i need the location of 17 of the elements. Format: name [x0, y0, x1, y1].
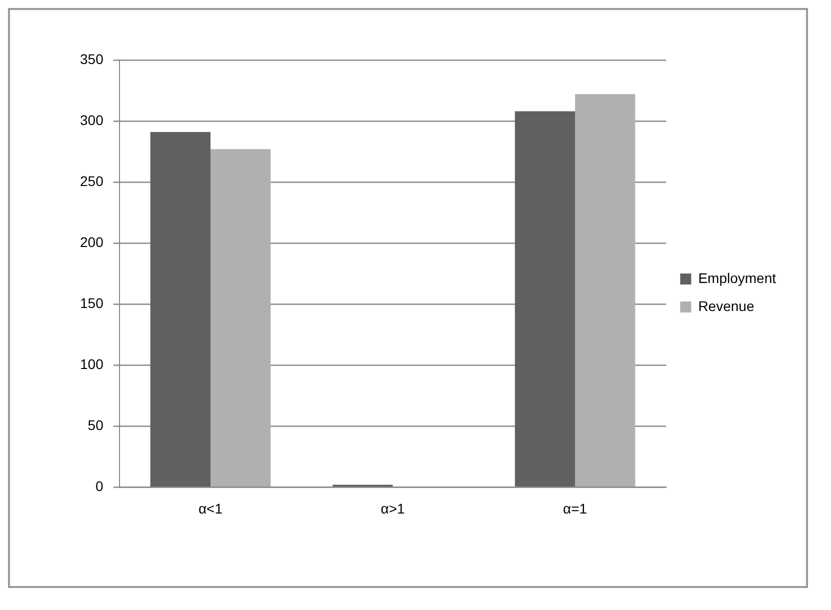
y-tick-label: 50 [88, 417, 104, 434]
bar [514, 111, 576, 486]
y-tick-label: 350 [80, 50, 104, 67]
bar [575, 94, 636, 486]
x-tick-label: α<1 [198, 500, 223, 516]
y-tick-label: 250 [80, 172, 104, 189]
y-tick-label: 150 [80, 294, 104, 311]
bar [210, 149, 271, 486]
y-tick-label: 300 [80, 112, 104, 128]
y-tick-label: 100 [80, 356, 104, 372]
x-tick-label: α>1 [380, 500, 406, 516]
legend-label: Employment [698, 270, 776, 286]
y-tick-label: 0 [96, 478, 104, 494]
y-tick-label: 200 [80, 234, 104, 250]
x-tick-label: α=1 [563, 500, 588, 516]
bar [150, 132, 210, 486]
legend-label: Revenue [698, 298, 754, 314]
